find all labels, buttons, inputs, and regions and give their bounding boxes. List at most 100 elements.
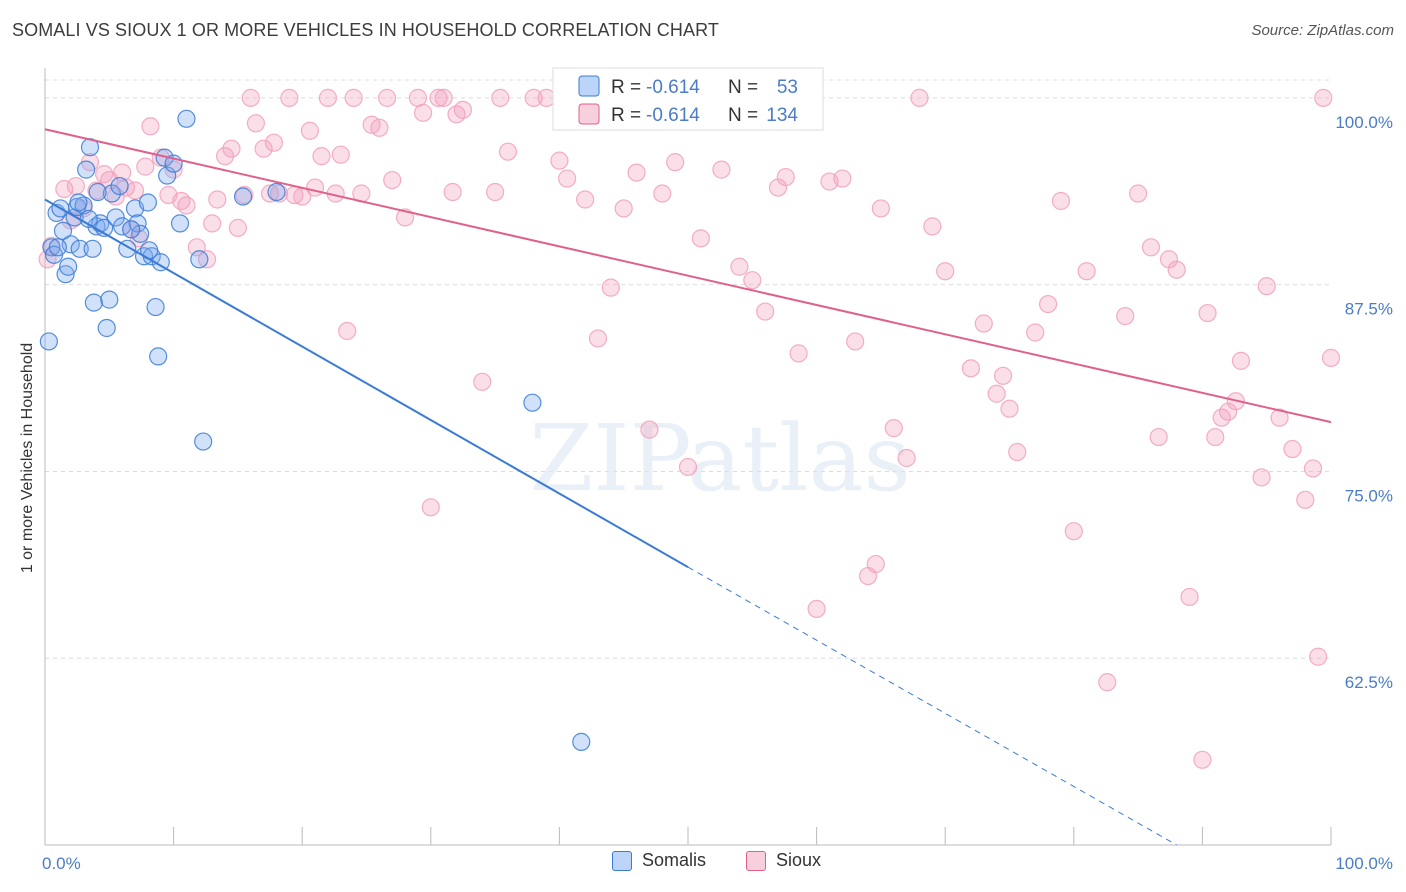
sioux-point-78 [678, 457, 698, 477]
sioux-point-41 [305, 178, 325, 197]
somalis-point-47 [48, 238, 67, 257]
somalis-trend-extension [687, 566, 1177, 846]
sioux-point-76 [653, 184, 672, 203]
sioux-point-103 [1000, 399, 1019, 418]
x-tick-label-1: 100.0% [1335, 854, 1393, 873]
sioux-point-72 [601, 278, 620, 297]
sioux-point-2 [55, 179, 74, 199]
x-tick-label-0: 0.0% [42, 854, 81, 873]
sioux-trend-line [44, 128, 1332, 424]
sioux-point-120 [1206, 427, 1225, 447]
sioux-point-113 [1141, 238, 1161, 257]
y-tick-label-0: 62.5% [1345, 673, 1393, 692]
sioux-point-106 [1038, 294, 1058, 314]
somalis-point-22 [102, 184, 121, 203]
legend-n-label-1: N = [728, 105, 758, 126]
sioux-point-42 [312, 147, 331, 166]
sioux-point-125 [1252, 468, 1271, 487]
sioux-point-40 [300, 121, 320, 140]
sioux-point-93 [871, 199, 891, 218]
legend-top: R = -0.614 N = 53 R = -0.614 N = 134 [552, 67, 824, 131]
sioux-point-94 [884, 419, 903, 438]
somalis-point-6 [56, 265, 75, 284]
legend-r-value-0: -0.614 [646, 77, 700, 98]
legend-r-label-0: R = [611, 77, 641, 98]
sioux-point-74 [627, 163, 646, 182]
sioux-point-82 [743, 271, 762, 290]
sioux-point-108 [1064, 522, 1083, 541]
somalis-point-31 [138, 193, 157, 212]
sioux-point-69 [558, 169, 577, 188]
sioux-point-67 [537, 88, 556, 107]
somalis-point-40 [177, 109, 196, 128]
sioux-point-126 [1257, 277, 1276, 296]
legend-item-sioux[interactable]: Sioux [746, 850, 821, 871]
sioux-point-110 [1098, 673, 1117, 692]
sioux-point-31 [241, 88, 260, 107]
sioux-point-16 [136, 157, 155, 176]
sioux-point-104 [1008, 442, 1027, 462]
sioux-point-25 [203, 214, 222, 233]
sioux-point-118 [1193, 750, 1212, 769]
sioux-point-83 [756, 302, 775, 321]
sioux-point-70 [576, 190, 595, 209]
somalis-point-20 [97, 318, 116, 338]
somalis-point-50 [88, 182, 107, 202]
sioux-point-119 [1198, 303, 1217, 323]
legend-item-somalis[interactable]: Somalis [612, 850, 706, 871]
sioux-point-97 [923, 217, 942, 236]
legend-label-sioux: Sioux [776, 850, 822, 870]
legend-r-value-1: -0.614 [646, 105, 700, 126]
legend-n-label-0: N = [728, 77, 758, 98]
somalis-point-21 [100, 290, 119, 309]
sioux-point-80 [712, 160, 731, 179]
somalis-swatch [612, 850, 632, 871]
sioux-point-52 [383, 170, 402, 190]
chart-title: SOMALI VS SIOUX 1 OR MORE VEHICLES IN HO… [12, 20, 719, 40]
somalis-point-24 [110, 176, 129, 196]
sioux-point-37 [280, 88, 299, 107]
sioux-point-96 [910, 88, 929, 107]
sioux-point-32 [246, 114, 266, 133]
sioux-point-71 [588, 329, 608, 348]
sioux-point-29 [228, 218, 247, 237]
sioux-point-66 [524, 88, 543, 107]
sioux-point-116 [1167, 260, 1186, 279]
sioux-point-68 [550, 151, 569, 170]
somalis-point-48 [69, 193, 88, 212]
sioux-point-114 [1149, 427, 1168, 447]
sioux-point-112 [1128, 184, 1148, 203]
somalis-point-5 [53, 221, 73, 240]
sioux-point-130 [1303, 459, 1323, 478]
somalis-point-15 [83, 239, 102, 258]
sioux-point-117 [1180, 587, 1199, 607]
somalis-point-12 [74, 196, 93, 215]
sioux-point-102 [993, 366, 1013, 385]
legend-r-label-1: R = [611, 105, 641, 126]
watermark: ZIPatlas [529, 405, 910, 512]
somalis-point-46 [572, 732, 591, 751]
somalis-trend-line [44, 198, 689, 568]
sioux-point-17 [141, 117, 160, 136]
sioux-point-4 [66, 176, 85, 196]
sioux-point-59 [443, 182, 462, 202]
sioux-point-90 [846, 332, 865, 351]
chart-source: Source: ZipAtlas.com [1251, 22, 1394, 39]
sioux-point-75 [640, 420, 659, 439]
sioux-point-86 [789, 344, 808, 363]
somalis-point-23 [106, 208, 125, 227]
sioux-point-132 [1314, 88, 1333, 107]
sioux-point-99 [961, 359, 981, 378]
sioux-point-128 [1283, 439, 1302, 459]
watermark-text: ZIPatlas [529, 405, 910, 512]
tick-labels: 62.5% 75.0% 87.5% 100.0% 0.0% 100.0% [42, 113, 1393, 873]
y-tick-label-2: 87.5% [1345, 300, 1393, 319]
sioux-point-98 [936, 262, 955, 281]
y-tick-label-3: 100.0% [1335, 113, 1393, 132]
sioux-point-107 [1051, 191, 1071, 211]
somalis-point-43 [233, 187, 253, 206]
legend-bottom: Somalis Sioux [0, 850, 1406, 878]
sioux-point-81 [730, 257, 749, 276]
sioux-point-33 [254, 139, 273, 158]
